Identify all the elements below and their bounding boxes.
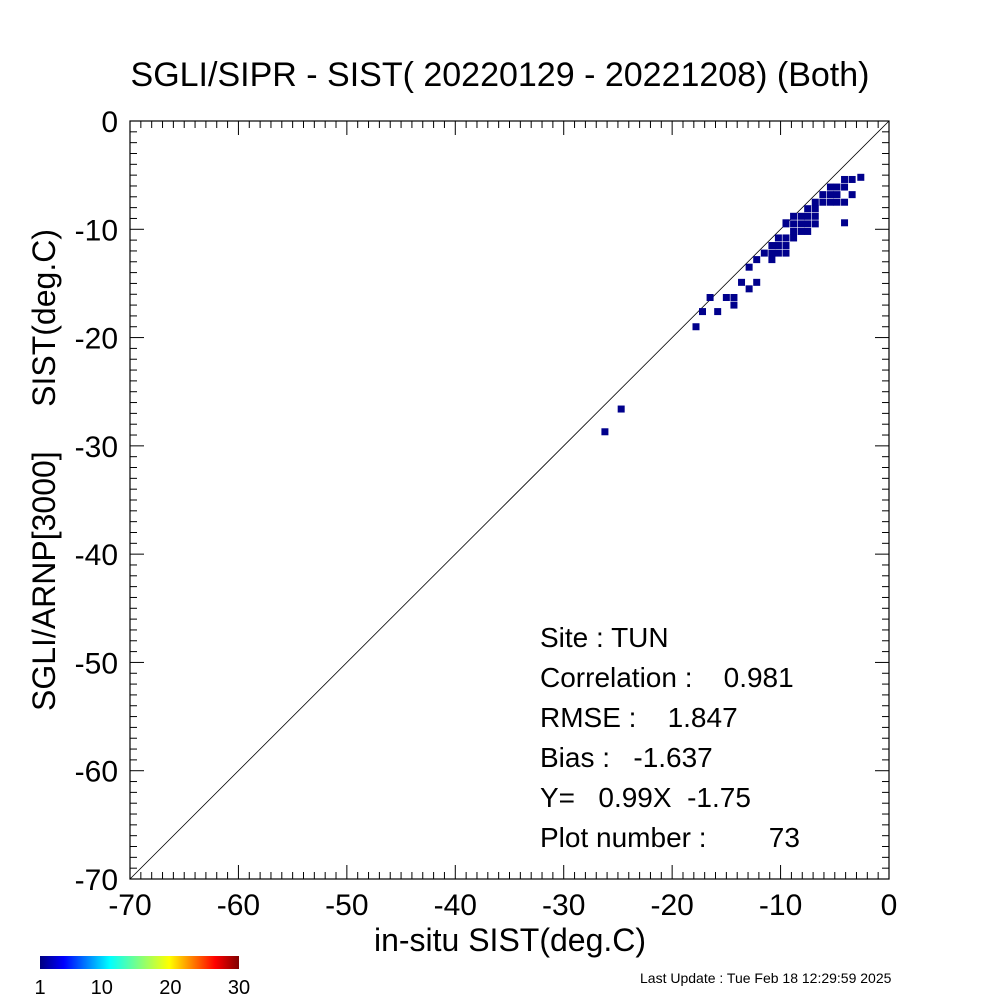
data-point	[753, 256, 761, 264]
one-to-one-line	[129, 120, 890, 880]
data-point	[722, 294, 730, 302]
stat-site: Site : TUN	[540, 622, 669, 653]
data-point	[797, 220, 805, 228]
data-point	[790, 234, 798, 242]
x-tick-label: 0	[881, 889, 898, 922]
colorbar-tick-label: 1	[34, 977, 45, 999]
data-point	[790, 220, 798, 228]
data-point	[774, 234, 782, 242]
chart-title: SGLI/SIPR - SIST( 20220129 - 20221208) (…	[130, 56, 870, 94]
data-point	[753, 278, 761, 286]
y-tick-label: -20	[75, 323, 118, 356]
data-point	[848, 175, 856, 183]
last-update-text: Last Update : Tue Feb 18 12:29:59 2025	[640, 970, 892, 986]
y-tick-label: 0	[101, 106, 118, 139]
x-tick-label: -70	[108, 889, 151, 922]
data-point	[841, 198, 849, 206]
data-point	[745, 285, 753, 293]
data-point	[774, 242, 782, 250]
data-point	[745, 263, 753, 271]
data-point	[841, 219, 849, 227]
data-point	[811, 212, 819, 220]
data-point	[804, 212, 812, 220]
axes: -70 -60 -50 -40 -30 -20 -10 0 -70 -60 -50 -40 -30 -20…	[75, 106, 898, 922]
data-point	[841, 183, 849, 191]
data-point	[833, 183, 841, 191]
data-point	[826, 191, 834, 199]
data-point	[841, 175, 849, 183]
data-point	[692, 323, 700, 331]
x-tick-label: -50	[325, 889, 368, 922]
colorbar-tick-label: 10	[91, 977, 113, 999]
x-tick-label: -60	[217, 889, 260, 922]
data-point	[819, 198, 827, 206]
data-point	[797, 227, 805, 235]
data-point	[790, 212, 798, 220]
y-tick-label: -30	[75, 431, 118, 464]
x-tick-label: -40	[434, 889, 477, 922]
data-point	[811, 205, 819, 213]
data-point	[826, 198, 834, 206]
y-tick-label: -50	[75, 647, 118, 680]
data-point	[857, 173, 865, 181]
x-tick-label: -20	[650, 889, 693, 922]
data-point	[760, 249, 768, 257]
data-point	[730, 301, 738, 309]
data-point	[811, 198, 819, 206]
x-axis-label: in-situ SIST(deg.C)	[373, 922, 647, 958]
data-point	[782, 219, 790, 227]
data-point	[699, 308, 707, 316]
data-point	[782, 249, 790, 257]
data-point	[826, 183, 834, 191]
x-tick-label: -30	[542, 889, 585, 922]
colorbar-tick-label: 30	[228, 977, 250, 999]
data-point	[833, 198, 841, 206]
y-tick-label: -10	[75, 214, 118, 247]
y-axis-label: SGLI/ARNP[3000] SIST(deg.C)	[26, 229, 62, 711]
stat-bias: Bias : -1.637	[540, 742, 713, 773]
data-point	[790, 227, 798, 235]
data-point	[738, 278, 746, 286]
data-point	[804, 220, 812, 228]
data-point	[617, 405, 625, 413]
data-point	[768, 249, 776, 257]
y-tick-label: -60	[75, 756, 118, 789]
data-point	[782, 242, 790, 250]
data-point	[819, 191, 827, 199]
stat-regression: Y= 0.99X -1.75	[540, 782, 751, 813]
data-point	[601, 428, 609, 436]
y-tick-label: -70	[75, 864, 118, 897]
data-point	[782, 234, 790, 242]
data-point	[774, 249, 782, 257]
colorbar: 1 10 20 30	[34, 956, 250, 999]
data-point	[706, 294, 714, 302]
colorbar-tick-label: 20	[159, 977, 181, 999]
stat-plot-number: Plot number : 73	[540, 822, 800, 853]
data-point	[797, 212, 805, 220]
data-points	[601, 173, 865, 436]
y-tick-label: -40	[75, 539, 118, 572]
data-point	[714, 308, 722, 316]
data-point	[768, 256, 776, 264]
data-point	[833, 191, 841, 199]
data-point	[848, 191, 856, 199]
data-point	[811, 220, 819, 228]
data-point	[768, 242, 776, 250]
data-point	[730, 294, 738, 302]
stat-rmse: RMSE : 1.847	[540, 702, 738, 733]
data-point	[804, 227, 812, 235]
stat-correlation: Correlation : 0.981	[540, 662, 794, 693]
colorbar-gradient	[40, 956, 239, 969]
x-tick-label: -10	[759, 889, 802, 922]
data-point	[804, 205, 812, 213]
